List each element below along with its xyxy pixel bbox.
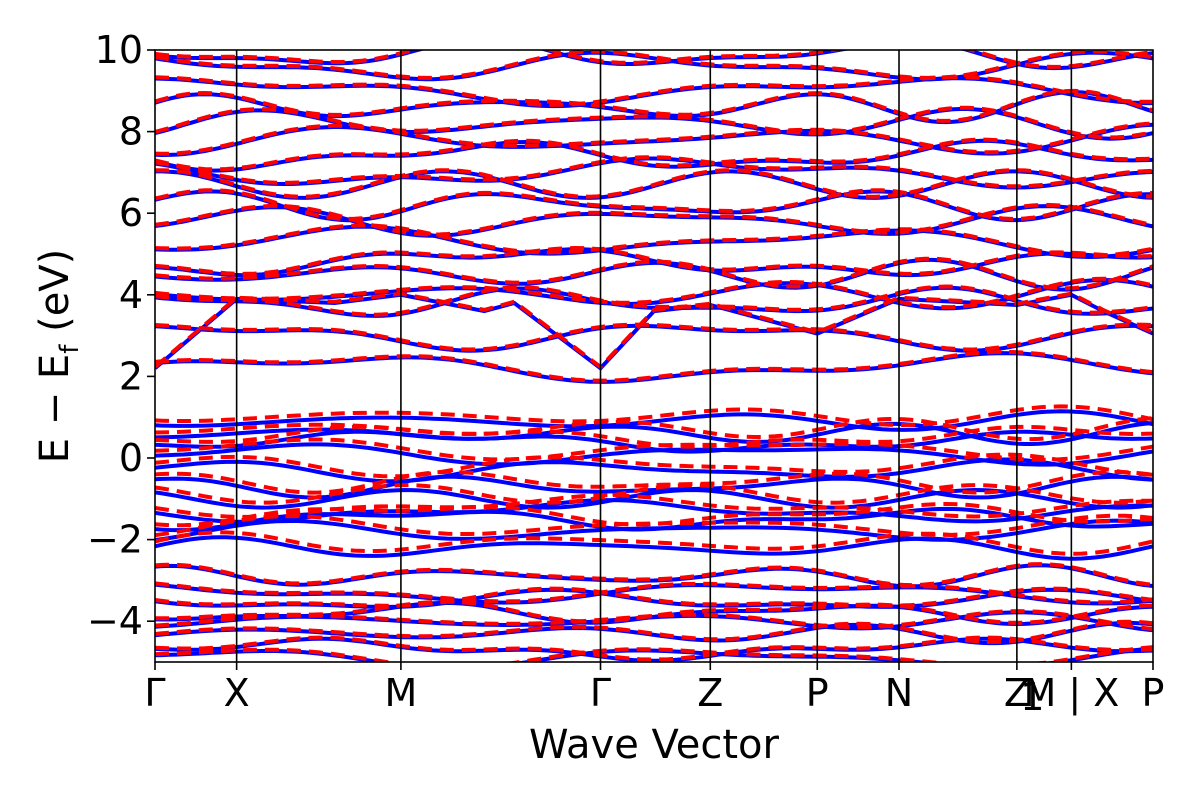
band-line-red-dashed xyxy=(155,513,1153,538)
high-symmetry-lines xyxy=(235,50,1073,662)
band-line-red-dashed xyxy=(155,322,1153,352)
band-line-blue xyxy=(155,457,1153,484)
band-line-red-dashed xyxy=(155,137,1153,172)
y-tick-label: −4 xyxy=(87,599,143,643)
band-line-blue xyxy=(155,646,1153,662)
band-line-red-dashed xyxy=(155,50,1153,80)
y-axis-label-main: E − E xyxy=(32,354,78,464)
svg-text:E − Ef (eV): E − Ef (eV) xyxy=(32,249,85,464)
band-line-red-dashed xyxy=(155,256,1153,291)
x-tick-label: M xyxy=(385,671,418,715)
band-line-red-dashed xyxy=(155,202,1153,237)
x-tick-label: P xyxy=(1142,671,1165,715)
band-line-red-dashed xyxy=(155,88,1153,123)
x-tick-label: P xyxy=(806,671,829,715)
band-lines xyxy=(155,50,1153,662)
band-line-red-dashed xyxy=(155,619,1153,644)
band-line-red-dashed xyxy=(155,424,1153,449)
band-line-red-dashed xyxy=(155,276,1153,310)
band-line-red-dashed xyxy=(155,645,1153,662)
band-line-red-dashed xyxy=(155,245,1153,276)
band-line-red-dashed xyxy=(155,349,1153,383)
band-line-red-dashed xyxy=(155,501,1153,528)
band-line-blue xyxy=(155,351,1153,384)
band-line-blue xyxy=(155,138,1153,173)
band-line-blue xyxy=(155,563,1153,589)
x-tick-label: M | X xyxy=(1023,671,1119,716)
y-axis-label: E − Ef (eV) xyxy=(32,249,85,464)
y-axis-ticks: −4 −2 0 2 4 6 8 10 xyxy=(87,28,155,643)
band-line-red-dashed xyxy=(155,609,1153,631)
band-line-blue xyxy=(155,50,1153,71)
band-line-red-dashed xyxy=(155,635,1153,662)
band-line-red-dashed xyxy=(155,562,1153,588)
band-line-red-dashed xyxy=(155,223,1153,258)
band-line-blue xyxy=(155,122,1153,158)
band-line-red-dashed xyxy=(155,416,1153,442)
x-tick-label: Z xyxy=(697,671,723,715)
band-line-blue xyxy=(155,323,1153,353)
band-line-blue xyxy=(155,518,1153,542)
band-line-blue xyxy=(155,487,1153,510)
y-tick-label: 8 xyxy=(119,110,143,154)
band-line-red-dashed xyxy=(155,581,1153,605)
band-line-blue xyxy=(155,50,1153,82)
band-line-red-dashed xyxy=(155,483,1153,505)
band-line-red-dashed xyxy=(155,291,1153,370)
band-line-red-dashed xyxy=(155,105,1153,140)
band-line-red-dashed xyxy=(155,404,1153,428)
y-tick-label: −2 xyxy=(87,518,143,562)
band-line-blue xyxy=(155,409,1153,432)
x-tick-label: 1 xyxy=(1020,675,1044,719)
x-tick-label: N xyxy=(885,671,913,715)
band-line-red-dashed xyxy=(155,188,1153,221)
band-line-red-dashed xyxy=(155,284,1153,317)
y-tick-label: 2 xyxy=(119,354,143,398)
x-tick-label: Γ xyxy=(144,671,165,715)
y-axis-label-unit: (eV) xyxy=(32,249,78,345)
x-tick-label: X xyxy=(224,671,250,715)
plot-frame xyxy=(154,49,1154,663)
y-tick-label: 0 xyxy=(119,436,143,480)
band-line-blue xyxy=(155,535,1153,561)
band-line-red-dashed xyxy=(155,586,1153,608)
y-tick-label: 4 xyxy=(119,273,143,317)
x-axis-label: Wave Vector xyxy=(529,722,780,768)
band-line-red-dashed xyxy=(155,155,1153,189)
band-line-blue xyxy=(155,76,1153,109)
band-line-red-dashed xyxy=(155,50,1153,69)
band-line-red-dashed xyxy=(155,75,1153,107)
y-axis-label-sub: f xyxy=(55,344,85,354)
band-line-red-dashed xyxy=(155,168,1153,199)
band-line-red-dashed xyxy=(155,452,1153,479)
y-tick-label: 10 xyxy=(95,28,143,72)
band-line-blue xyxy=(155,224,1153,260)
band-line-red-dashed xyxy=(155,530,1153,556)
band-line-red-dashed xyxy=(155,437,1153,462)
x-tick-label: Z xyxy=(1004,671,1030,715)
y-tick-label: 6 xyxy=(119,191,143,235)
band-line-red-dashed xyxy=(155,121,1153,156)
x-tick-label: Γ xyxy=(590,671,611,715)
band-line-red-dashed xyxy=(155,469,1153,495)
